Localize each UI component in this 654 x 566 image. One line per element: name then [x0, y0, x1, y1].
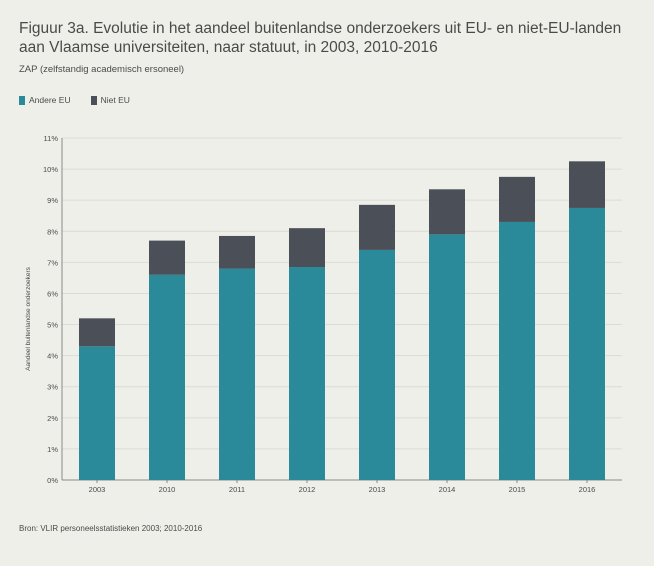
y-tick-label-9: 9% — [47, 196, 58, 205]
chart-title: Figuur 3a. Evolutie in het aandeel buite… — [19, 20, 622, 56]
y-tick-label-5: 5% — [47, 321, 58, 330]
legend-label-andere-eu: Andere EU — [29, 95, 71, 105]
y-tick-label-0: 0% — [47, 476, 58, 485]
y-axis-label: Aandeel buitenlandse onderzoekers — [25, 266, 32, 370]
bar-andere-eu-2015 — [499, 221, 535, 481]
x-tick-label-2011: 2011 — [229, 485, 245, 494]
bar-andere-eu-2010 — [149, 274, 185, 480]
x-tick-label-2012: 2012 — [299, 485, 316, 494]
bar-andere-eu-2016 — [569, 207, 605, 481]
y-tick-label-11: 11% — [44, 134, 59, 143]
bar-niet-eu-2016 — [569, 161, 605, 208]
x-tick-label-2003: 2003 — [89, 485, 106, 494]
bar-andere-eu-2012 — [289, 267, 325, 480]
bar-andere-eu-2003 — [79, 346, 115, 480]
legend-item-niet-eu: Niet EU — [90, 95, 130, 105]
y-tick-label-1: 1% — [47, 445, 58, 454]
bar-niet-eu-2011 — [219, 235, 255, 269]
y-tick-label-7: 7% — [47, 258, 58, 267]
x-tick-label-2015: 2015 — [509, 485, 526, 494]
y-tick-label-10: 10% — [43, 165, 58, 174]
y-tick-label-6: 6% — [47, 289, 58, 298]
x-tick-label-2016: 2016 — [579, 485, 596, 494]
bar-niet-eu-2015 — [499, 176, 535, 222]
x-tick-label-2010: 2010 — [159, 485, 176, 494]
source-note: Bron: VLIR personeelsstatistieken 2003; … — [19, 524, 203, 533]
bar-niet-eu-2010 — [149, 240, 185, 275]
bar-niet-eu-2014 — [429, 189, 465, 235]
x-tick-label-2014: 2014 — [439, 485, 456, 494]
bar-niet-eu-2012 — [289, 228, 325, 268]
legend-item-andere-eu: Andere EU — [19, 95, 71, 105]
bar-andere-eu-2011 — [219, 268, 255, 480]
bar-andere-eu-2013 — [359, 249, 395, 480]
y-tick-label-2: 2% — [47, 414, 58, 423]
y-tick-label-4: 4% — [47, 352, 58, 361]
bar-niet-eu-2013 — [359, 204, 395, 250]
y-tick-label-3: 3% — [47, 383, 58, 392]
bar-niet-eu-2003 — [79, 318, 115, 347]
x-tick-label-2013: 2013 — [369, 485, 386, 494]
legend-swatch-niet-eu — [90, 95, 97, 105]
legend-swatch-andere-eu — [19, 95, 25, 105]
y-tick-label-8: 8% — [47, 227, 58, 236]
legend: Andere EU Niet EU — [19, 95, 150, 105]
chart-subtitle: ZAP (zelfstandig academisch ersoneel) — [19, 64, 185, 75]
legend-label-niet-eu: Niet EU — [100, 95, 130, 105]
bar-andere-eu-2014 — [429, 234, 465, 480]
